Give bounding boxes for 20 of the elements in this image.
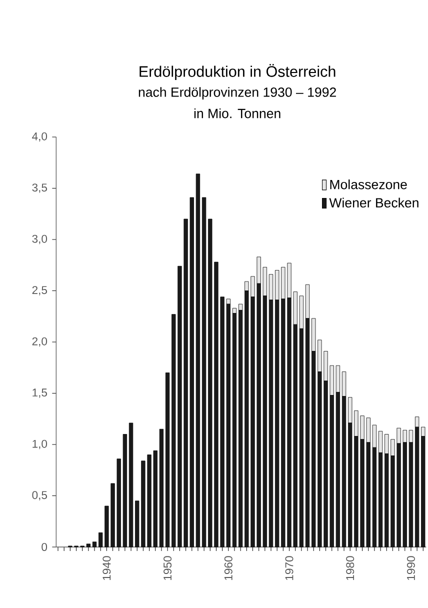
- y-tick-label: 3,5: [32, 184, 48, 193]
- x-tick-label: 1940: [102, 556, 111, 580]
- x-tick-label: 1990: [406, 556, 415, 580]
- legend-label: Molassezone: [330, 179, 407, 190]
- x-tick-label: 1980: [346, 556, 354, 580]
- x-tick-label: 1960: [224, 556, 232, 580]
- x-tick-label: 1970: [285, 556, 294, 580]
- legend-label: Wiener Becken: [329, 198, 418, 208]
- y-tick-label: 2,5: [32, 286, 48, 296]
- chart-title: Erdölproduktion in Österreich: [140, 64, 336, 80]
- y-tick-label: 1,0: [32, 440, 48, 450]
- y-tick-label: 1,5: [32, 388, 48, 398]
- y-tick-label: 4,0: [32, 132, 48, 142]
- chart-subtitle: nach Erdölprovinzen 1930 – 1992: [138, 87, 336, 100]
- y-tick-label: 3,0: [32, 234, 48, 244]
- y-axis-title: in Mio. Tonnen: [194, 108, 280, 118]
- x-tick-label: 1950: [164, 556, 172, 580]
- y-tick-label: 2,0: [32, 337, 48, 347]
- y-tick-label: 0,5: [32, 491, 48, 500]
- y-tick-label: 0: [42, 543, 48, 551]
